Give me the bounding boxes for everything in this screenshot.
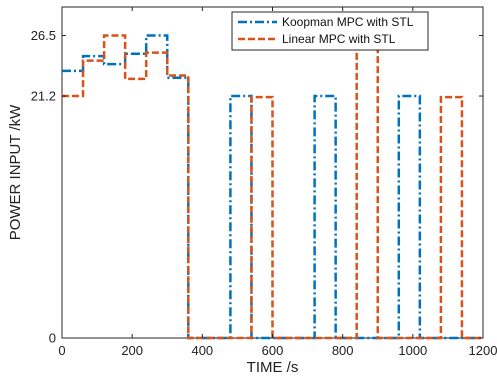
x-tick-label: 1200 [469, 343, 497, 358]
x-tick-label: 800 [332, 343, 354, 358]
x-tick-label: 200 [121, 343, 143, 358]
x-axis-title: TIME /s [247, 359, 299, 376]
legend-label-koopman: Koopman MPC with STL [282, 15, 414, 29]
series-line-linear [62, 34, 483, 340]
legend: Koopman MPC with STL Linear MPC with STL [231, 11, 429, 51]
x-tick-label: 1000 [398, 343, 427, 358]
ticks-layer: 0 200 400 600 800 1000 1200 0 21.2 26.5 [31, 7, 497, 358]
y-tick-label: 21.2 [31, 89, 56, 104]
series-layer [62, 34, 483, 340]
x-tick-label: 600 [262, 343, 284, 358]
y-tick-label: 26.5 [31, 28, 56, 43]
x-tick-label: 0 [58, 343, 65, 358]
y-tick-label: 0 [49, 331, 56, 346]
legend-box [231, 11, 429, 51]
y-axis-title: POWER INPUT /kW [7, 104, 24, 240]
x-tick-label: 400 [191, 343, 213, 358]
legend-label-linear: Linear MPC with STL [282, 32, 396, 46]
